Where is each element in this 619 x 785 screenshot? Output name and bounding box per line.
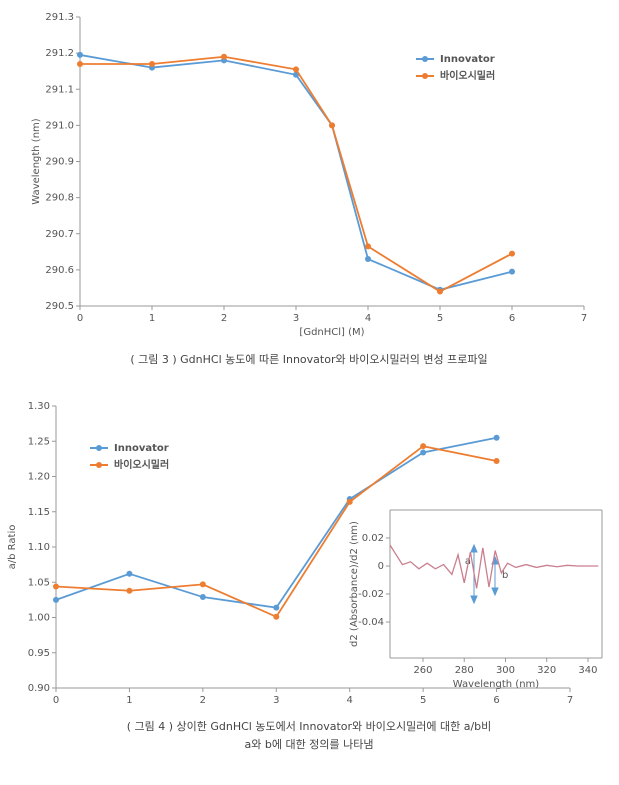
x-tick-label: 1: [149, 313, 155, 324]
x-tick-label: 260: [413, 665, 432, 676]
y-tick-label: 291.0: [45, 120, 74, 131]
data-point: [77, 60, 83, 67]
data-point: [493, 434, 500, 441]
data-point: [509, 250, 515, 257]
data-point: [53, 583, 59, 590]
data-point: [493, 457, 500, 464]
y-axis-label: a/b Ratio: [7, 525, 18, 570]
legend-marker: [422, 73, 428, 79]
x-tick-label: 280: [455, 665, 474, 676]
data-point: [365, 243, 371, 250]
x-tick-label: 3: [273, 695, 279, 706]
x-axis-label: Wavelength (nm): [453, 679, 539, 690]
y-tick-label: 1.00: [28, 613, 50, 624]
data-point: [420, 443, 427, 450]
y-tick-label: -0.02: [358, 589, 384, 600]
x-tick-label: 0: [77, 313, 83, 324]
x-tick-label: 340: [578, 665, 597, 676]
y-tick-label: 290.8: [45, 193, 74, 204]
data-point: [53, 596, 59, 603]
x-tick-label: 0: [53, 695, 59, 706]
x-tick-label: 3: [293, 313, 299, 324]
x-tick-label: 1: [126, 695, 132, 706]
legend-marker: [422, 56, 428, 62]
x-tick-label: 6: [493, 695, 499, 706]
y-tick-label: 291.2: [45, 48, 74, 59]
x-tick-label: 300: [496, 665, 515, 676]
y-tick-label: 1.15: [28, 507, 50, 518]
legend-label: 바이오시밀러: [440, 69, 495, 82]
y-tick-label: 291.1: [45, 84, 74, 95]
caption: ( 그림 3 ) GdnHCl 농도에 따른 Innovator와 바이오시밀러…: [130, 352, 487, 366]
y-tick-label: 1.20: [28, 472, 50, 483]
x-tick-label: 6: [509, 313, 515, 324]
series-line: [79, 54, 513, 291]
y-tick-label: 1.10: [28, 542, 50, 553]
data-point: [437, 288, 443, 295]
y-tick-label: 290.9: [45, 157, 74, 168]
y-tick-label: 290.7: [45, 229, 74, 240]
series-line: [80, 55, 513, 293]
annotation: b: [502, 570, 508, 581]
y-tick-label: 1.25: [28, 436, 50, 447]
data-point: [221, 53, 227, 60]
data-point: [273, 613, 280, 620]
y-tick-label: 291.3: [45, 12, 74, 23]
y-tick-label: 290.6: [45, 265, 74, 276]
x-tick-label: 4: [365, 313, 371, 324]
legend-label: Innovator: [114, 443, 169, 454]
x-tick-label: 5: [420, 695, 426, 706]
x-tick-label: 4: [347, 695, 353, 706]
x-tick-label: 320: [537, 665, 556, 676]
x-tick-label: 7: [581, 313, 587, 324]
legend-label: 바이오시밀러: [114, 458, 169, 471]
data-point: [329, 122, 335, 129]
data-point: [420, 449, 427, 456]
x-tick-label: 5: [437, 313, 443, 324]
y-tick-label: 0.02: [362, 533, 384, 544]
y-tick-label: 1.05: [28, 577, 50, 588]
x-tick-label: 2: [200, 695, 206, 706]
data-point: [273, 604, 280, 611]
data-point: [199, 581, 206, 588]
data-point: [346, 498, 353, 505]
x-tick-label: 7: [567, 695, 573, 706]
x-axis-label: [GdnHCl] (M): [299, 327, 364, 338]
legend-marker: [96, 462, 102, 468]
caption: ( 그림 4 ) 상이한 GdnHCl 농도에서 Innovator와 바이오시…: [127, 720, 492, 733]
data-point: [199, 594, 206, 601]
series-line: [389, 544, 599, 589]
caption: a와 b에 대한 정의를 나타냄: [245, 738, 374, 751]
x-tick-label: 2: [221, 313, 227, 324]
annotation-arrows: [470, 543, 499, 605]
legend-label: Innovator: [440, 54, 495, 65]
y-tick-label: 0.95: [28, 648, 50, 659]
series-line: [55, 445, 497, 618]
y-tick-label: 0.90: [28, 683, 50, 694]
y-axis-label: Wavelength (nm): [31, 118, 42, 204]
data-point: [293, 66, 299, 73]
data-point: [365, 256, 371, 263]
data-point: [126, 570, 133, 577]
y-axis-label: d2 (Absorbance)/d2 (nm): [349, 521, 360, 647]
y-tick-label: 290.5: [45, 301, 74, 312]
y-tick-label: 1.30: [28, 401, 50, 412]
y-tick-label: 0: [378, 561, 384, 572]
data-point: [126, 587, 133, 594]
legend-marker: [96, 445, 102, 451]
data-point: [77, 51, 83, 58]
data-point: [149, 60, 155, 67]
y-tick-label: -0.04: [358, 617, 384, 628]
data-point: [509, 268, 515, 275]
